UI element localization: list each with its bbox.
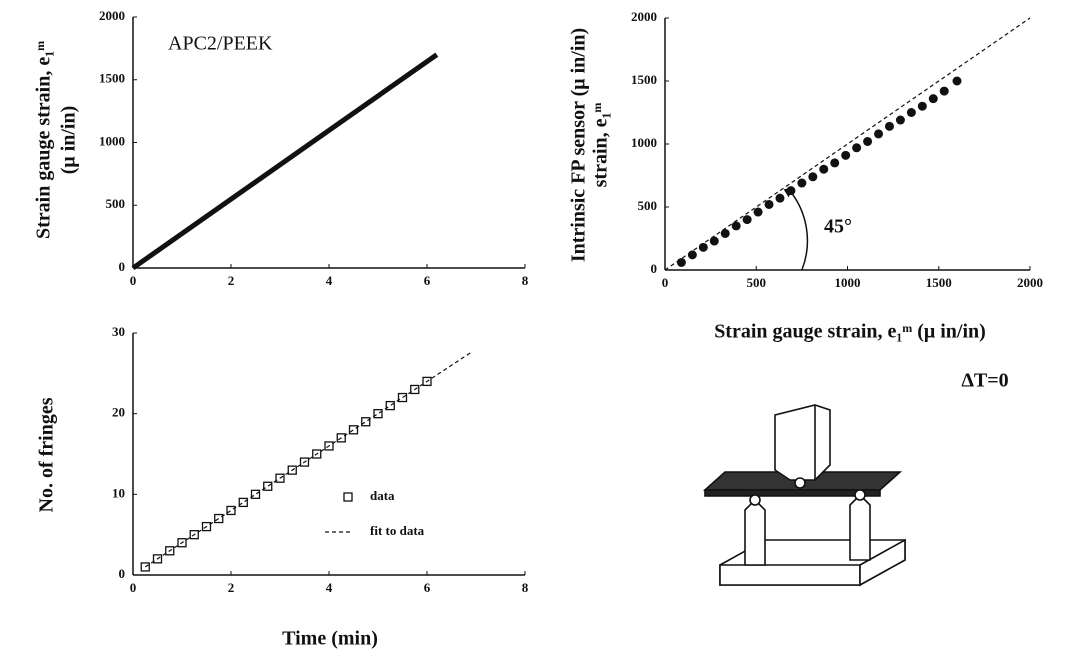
data-line <box>144 351 472 568</box>
data-point <box>698 242 708 252</box>
data-point <box>786 186 796 196</box>
data-point <box>373 409 383 419</box>
y-tick-label: 1000 <box>631 135 657 150</box>
y-tick-label: 1000 <box>99 133 125 148</box>
data-point <box>753 207 763 217</box>
x-tick-label: 500 <box>747 275 767 290</box>
diagram-label: ΔT=0 <box>961 370 1008 392</box>
data-point <box>385 400 395 411</box>
data-point <box>764 199 774 209</box>
x-tick-label: 0 <box>130 273 137 288</box>
x-tick-label: 2 <box>228 580 235 595</box>
x-axis-label: Strain gauge strain, e₁ᵐ (μ in/in) <box>714 321 986 343</box>
right-post <box>849 493 871 561</box>
y-axis-label: (μ in/in) <box>58 106 80 175</box>
data-point <box>709 236 719 246</box>
y-tick-label: 2000 <box>631 9 657 24</box>
x-tick-label: 1500 <box>926 275 952 290</box>
data-point <box>939 86 949 96</box>
y-tick-label: 0 <box>119 259 126 274</box>
data-point <box>361 417 371 427</box>
x-tick-label: 0 <box>662 275 669 290</box>
data-point <box>238 497 248 508</box>
data-point <box>952 76 962 86</box>
x-tick-label: 2 <box>228 273 235 288</box>
legend-swatch <box>343 492 353 502</box>
support-pin <box>749 494 761 506</box>
data-point <box>348 425 359 435</box>
data-point <box>676 257 686 267</box>
data-point <box>928 94 938 104</box>
data-point <box>226 505 236 516</box>
y-tick-label: 2000 <box>99 8 125 23</box>
data-point <box>775 193 785 203</box>
data-point <box>863 136 873 146</box>
y-tick-label: 500 <box>638 198 658 213</box>
x-tick-label: 8 <box>522 580 529 595</box>
support-pin <box>854 489 866 501</box>
data-point <box>895 115 905 125</box>
legend-label: data <box>370 488 395 503</box>
data-point <box>214 513 224 524</box>
data-point <box>263 481 273 491</box>
y-axis-label: No. of fringes <box>36 397 58 512</box>
x-axis-label: Time (min) <box>282 628 378 650</box>
y-tick-label: 0 <box>119 566 126 581</box>
y-tick-label: 1500 <box>99 71 125 86</box>
data-point <box>830 158 840 168</box>
x-tick-label: 4 <box>326 580 333 595</box>
plate-edge <box>704 489 881 497</box>
x-tick-label: 2000 <box>1017 275 1043 290</box>
data-point <box>742 215 752 225</box>
data-point <box>852 143 862 153</box>
data-point <box>819 164 829 174</box>
data-point <box>731 221 741 231</box>
data-point <box>841 150 851 160</box>
left-post <box>744 498 766 566</box>
y-tick-label: 0 <box>651 261 658 276</box>
x-tick-label: 8 <box>522 273 529 288</box>
data-line <box>131 52 439 271</box>
data-point <box>884 121 894 131</box>
loading-block <box>774 404 831 481</box>
x-tick-label: 6 <box>424 580 431 595</box>
y-tick-label: 20 <box>112 405 125 420</box>
y-tick-label: 1500 <box>631 72 657 87</box>
data-point <box>687 250 697 260</box>
x-tick-label: 6 <box>424 273 431 288</box>
fixture-diagram <box>702 404 906 587</box>
y-axis-label: Strain gauge strain, e₁ᵐ <box>33 41 55 239</box>
annotation: APC2/PEEK <box>168 33 273 55</box>
x-tick-label: 0 <box>130 580 137 595</box>
x-tick-label: 1000 <box>835 275 861 290</box>
data-point <box>250 489 261 499</box>
y-tick-label: 500 <box>106 196 126 211</box>
data-line <box>664 17 1031 271</box>
data-point <box>808 172 818 182</box>
annotation: 45° <box>824 216 852 238</box>
data-point <box>917 101 927 111</box>
y-axis-label: Intrinsic FP sensor (μ in/in) <box>568 28 590 262</box>
y-axis-label: strain, e₁ᵐ <box>590 102 612 187</box>
y-tick-label: 10 <box>112 485 125 500</box>
base-front <box>719 564 861 586</box>
y-tick-label: 30 <box>112 324 125 339</box>
data-point <box>874 129 884 139</box>
angle-arc <box>788 188 809 271</box>
data-point <box>720 228 730 238</box>
data-point <box>906 108 916 117</box>
data-point <box>797 178 807 188</box>
x-tick-label: 4 <box>326 273 333 288</box>
load-pin <box>794 477 806 489</box>
base-side <box>859 538 906 587</box>
legend-label: fit to data <box>370 523 425 538</box>
